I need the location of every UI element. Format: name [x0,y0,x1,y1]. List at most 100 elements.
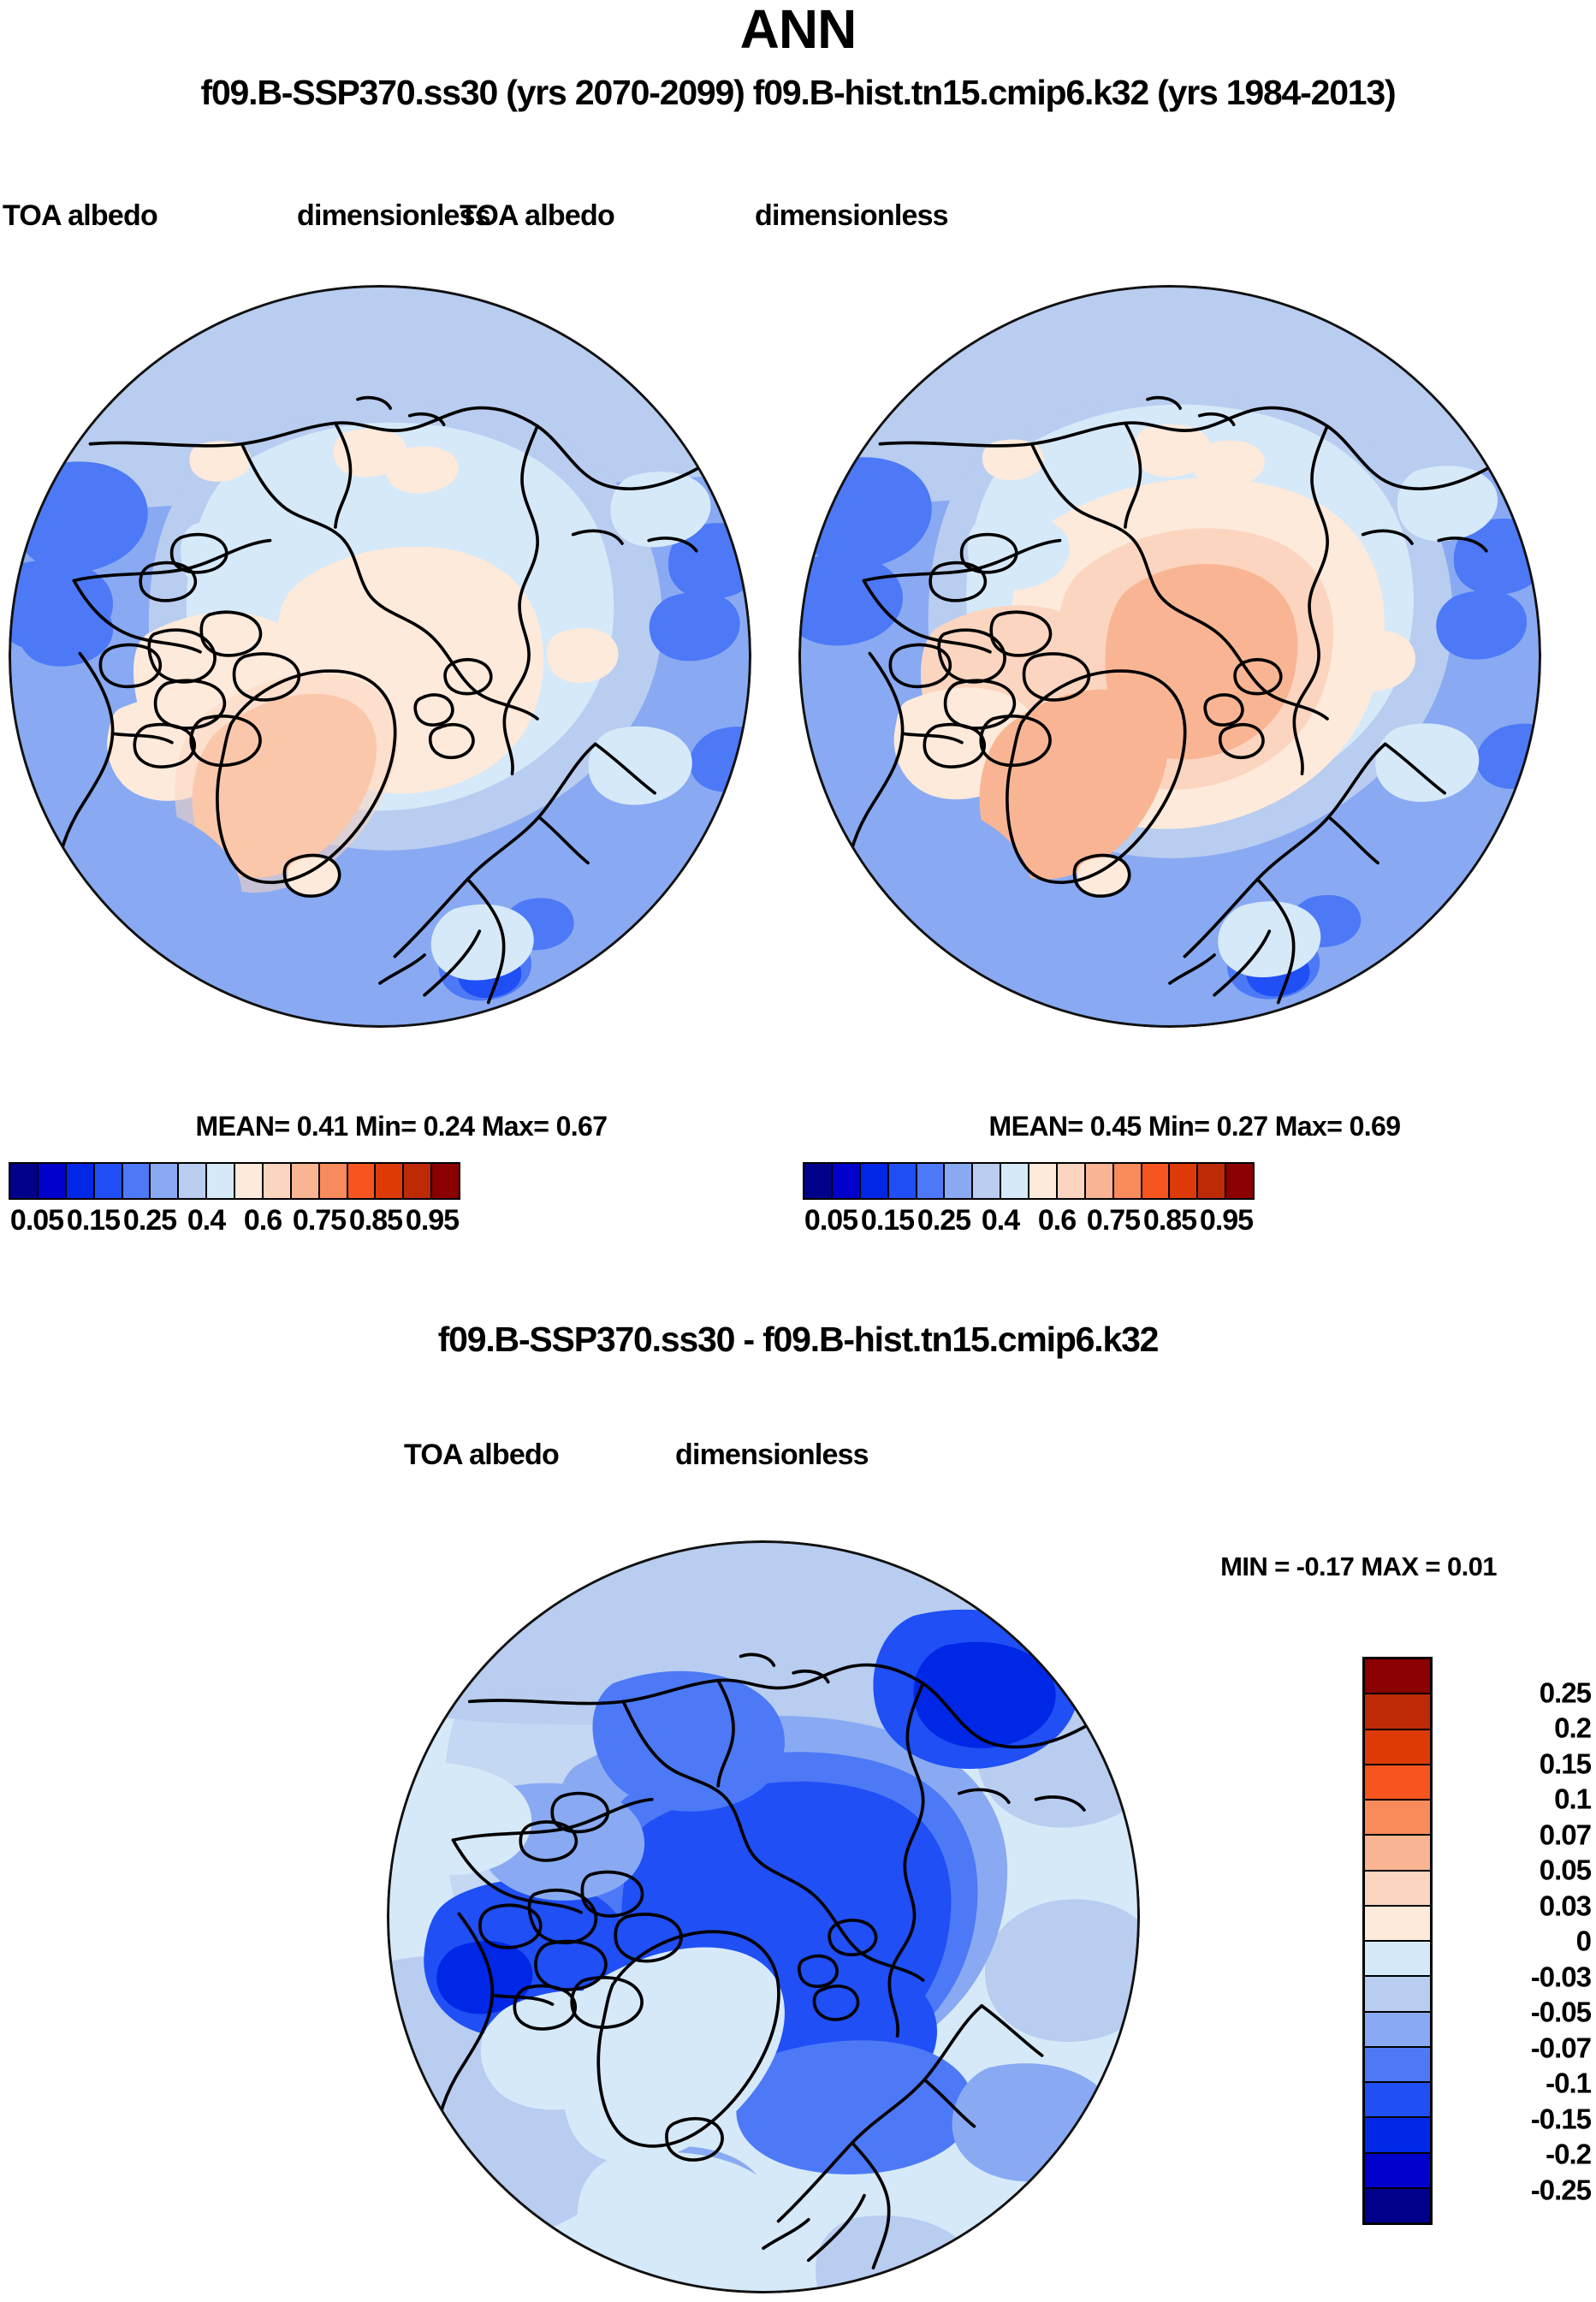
colorbar-tick-label: 0.05 [804,1204,858,1237]
colorbar-segment-1 [38,1164,67,1198]
colorbar-segment-10 [291,1164,320,1198]
difference-colorbar[interactable] [1362,1657,1433,2225]
colorbar-tick-label: 0.25 [122,1204,177,1237]
control-case-colorbar[interactable]: 0.05 0.15 0.25 0.4 0.6 0.75 0.85 0.95 [803,1162,1255,1244]
colorbar-tick-label: 0.25 [917,1204,971,1237]
colorbar-tick-label: 0.85 [1142,1204,1197,1237]
difference-colorbar-segment-6 [1365,1871,1430,1907]
colorbar-tick-label: 0.6 [1037,1204,1077,1237]
colorbar-tick-label: 0.4 [187,1204,226,1237]
colorbar-tick-label: 0.6 [243,1204,282,1237]
colorbar-tick-label: 0.4 [981,1204,1020,1237]
difference-colorbar-tick-label: 0.05 [1539,1854,1592,1886]
difference-colorbar-tick-label: -0.03 [1530,1961,1592,1992]
colorbar-segment-9 [263,1164,292,1198]
colorbar-segment-0 [10,1164,39,1198]
difference-colorbar-tick-label: -0.05 [1530,1996,1592,2028]
difference-colorbar-tick-label: 0.1 [1554,1783,1592,1815]
colorbar-segment-13 [376,1164,405,1198]
difference-colorbar-segment-8 [1365,1942,1430,1978]
colorbar-segment-7 [207,1164,235,1198]
colorbar-segment-10 [1085,1164,1114,1198]
colorbar-tick-label: 0.15 [66,1204,121,1237]
colorbar-segment-2 [66,1164,95,1198]
colorbar-segment-13 [1170,1164,1199,1198]
difference-colorbar-segment-10 [1365,2012,1430,2048]
difference-colorbar-segment-3 [1365,1765,1430,1801]
difference-colorbar-segment-0 [1365,1659,1430,1695]
difference-colorbar-segment-12 [1365,2083,1430,2119]
colorbar-segment-11 [1113,1164,1142,1198]
colorbar-segment-5 [945,1164,974,1198]
colorbar-segment-14 [404,1164,433,1198]
difference-coastlines [434,1640,1140,2269]
difference-colorbar-segment-15 [1365,2188,1430,2222]
control-case-colorbar-strip[interactable] [803,1162,1255,1200]
colorbar-segment-3 [888,1164,917,1198]
difference-panel-variable-label: TOA albedo [404,1439,560,1471]
difference-colorbar-tick-label: 0.03 [1539,1890,1592,1921]
difference-colorbar-tick-label: -0.07 [1530,2032,1592,2063]
test-case-colorbar-ticks: 0.05 0.15 0.25 0.4 0.6 0.75 0.85 0.95 [9,1204,460,1244]
colorbar-segment-0 [804,1164,833,1198]
difference-colorbar-tick-label: -0.1 [1546,2067,1592,2099]
difference-polar-map [387,1540,1140,2293]
colorbar-tick-label: 0.95 [405,1204,460,1237]
colorbar-segment-9 [1057,1164,1086,1198]
test-case-stats: MEAN= 0.41 Min= 0.24 Max= 0.67 [195,1111,608,1142]
difference-panel-units-label: dimensionless [675,1439,869,1471]
colorbar-tick-label: 0.95 [1199,1204,1254,1237]
colorbar-tick-label: 0.75 [1086,1204,1141,1237]
difference-colorbar-segment-4 [1365,1801,1430,1836]
colorbar-segment-12 [347,1164,377,1198]
colorbar-segment-1 [832,1164,861,1198]
colorbar-segment-3 [94,1164,123,1198]
difference-colorbar-tick-label: -0.25 [1530,2174,1592,2205]
difference-title: f09.B-SSP370.ss30 - f09.B-hist.tn15.cmip… [437,1320,1160,1359]
difference-stats: MIN = -0.17 MAX = 0.01 [1220,1551,1497,1581]
test-case-colorbar-strip[interactable] [9,1162,460,1200]
test-case-map-canvas [9,285,751,1028]
case-subtitle: f09.B-SSP370.ss30 (yrs 2070-2099) f09.B-… [200,73,1397,112]
difference-colorbar-segment-7 [1365,1906,1430,1942]
colorbar-segment-4 [917,1164,946,1198]
difference-colorbar-tick-label: 0.07 [1539,1818,1592,1850]
colorbar-segment-7 [1001,1164,1029,1198]
control-panel-units-label: dimensionless [755,199,949,232]
difference-colorbar-ticks: 0.25 0.2 0.15 0.1 0.07 0.05 0.03 0 -0.03 -0.05 -0.… [1446,1657,1596,2225]
difference-colorbar-segment-14 [1365,2153,1430,2189]
control-panel-variable-label: TOA albedo [460,199,615,232]
control-case-colorbar-ticks: 0.05 0.15 0.25 0.4 0.6 0.75 0.85 0.95 [803,1204,1255,1244]
difference-colorbar-segment-11 [1365,2047,1430,2083]
test-panel-variable-label: TOA albedo [3,199,158,232]
test-case-polar-map [9,285,751,1028]
control-case-map-canvas [798,285,1541,1028]
colorbar-segment-2 [860,1164,889,1198]
colorbar-segment-5 [151,1164,180,1198]
colorbar-segment-8 [235,1164,264,1198]
difference-colorbar-segment-2 [1365,1729,1430,1765]
difference-colorbar-tick-label: 0 [1575,1925,1592,1957]
colorbar-segment-14 [1198,1164,1227,1198]
test-panel-units-label: dimensionless [297,199,491,232]
colorbar-segment-15 [432,1164,459,1198]
difference-colorbar-tick-label: -0.15 [1530,2103,1592,2134]
test-case-contour-field [9,285,751,1028]
difference-colorbar-segment-1 [1365,1694,1430,1730]
colorbar-segment-4 [122,1164,151,1198]
difference-colorbar-segment-9 [1365,1977,1430,2013]
test-case-colorbar[interactable]: 0.05 0.15 0.25 0.4 0.6 0.75 0.85 0.95 [9,1162,460,1244]
page-title: ANN [739,0,857,60]
colorbar-tick-label: 0.15 [860,1204,915,1237]
control-case-contour-field [798,285,1541,1028]
colorbar-segment-15 [1226,1164,1253,1198]
control-case-polar-map [798,285,1541,1028]
difference-colorbar-tick-label: 0.15 [1539,1747,1592,1779]
colorbar-segment-6 [179,1164,208,1198]
difference-contour-field [387,1540,1140,2293]
difference-colorbar-strip[interactable] [1362,1657,1433,2225]
difference-colorbar-tick-label: 0.2 [1554,1712,1592,1744]
difference-map-canvas [387,1540,1140,2293]
colorbar-segment-12 [1142,1164,1171,1198]
colorbar-segment-8 [1029,1164,1058,1198]
